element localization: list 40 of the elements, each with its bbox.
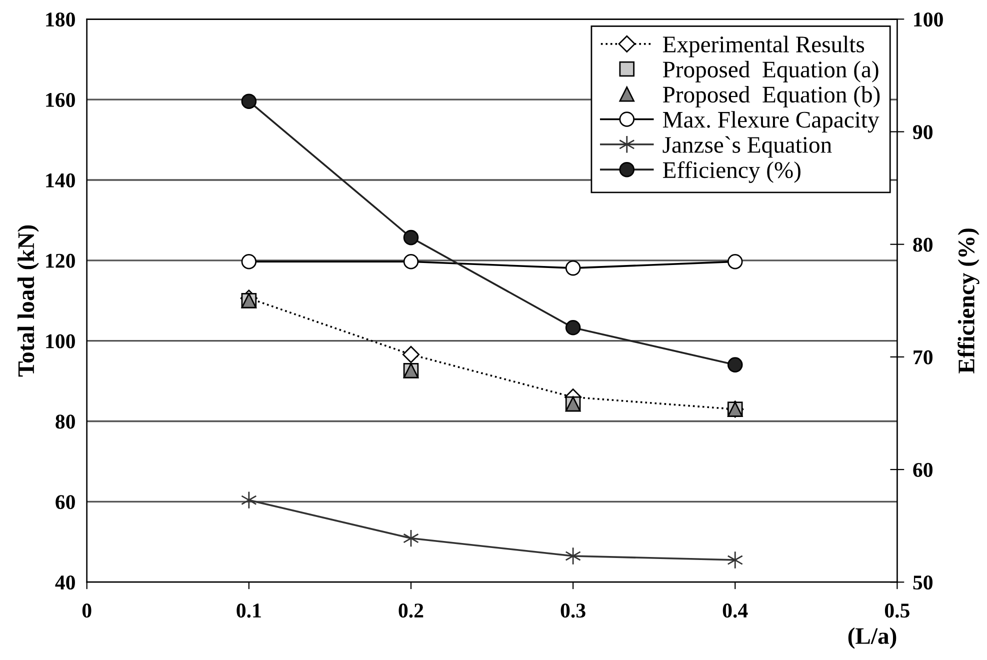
y2-axis-title: Efficiency (%) [958, 228, 980, 374]
legend-label: Experimental Results [662, 36, 864, 58]
y-tick-label: 140 [46, 173, 75, 188]
point [565, 320, 581, 336]
point [727, 254, 743, 270]
x-tick-label: 0.4 [722, 604, 748, 618]
legend-label: Max. Flexure Capacity [662, 111, 880, 133]
y-tick-label: 80 [56, 414, 75, 429]
point [403, 254, 419, 270]
point [241, 94, 257, 109]
y2-tick-label: 70 [914, 350, 932, 364]
point [727, 357, 743, 372]
y2-tick-label: 50 [913, 575, 932, 590]
point [403, 230, 419, 246]
point [727, 550, 744, 570]
y-tick-label: 120 [46, 254, 75, 268]
y-tick-label: 160 [46, 92, 75, 107]
y2-tick-label: 60 [913, 462, 932, 477]
legend-label: Proposed Equation (b) [662, 86, 880, 108]
y-tick-label: 180 [46, 12, 75, 27]
x-tick-label: 0.1 [236, 604, 261, 618]
legend-label: Proposed Equation (a) [662, 60, 878, 82]
x-tick-label: 0.3 [560, 604, 586, 618]
point [402, 346, 420, 364]
x-tick-label: 0.5 [884, 604, 910, 618]
y-tick-label: 100 [46, 334, 75, 348]
x-axis-title: (L/a) [848, 627, 896, 649]
point [241, 491, 257, 510]
y-tick-label: 60 [56, 495, 75, 510]
point [565, 260, 581, 276]
legend-label: Janzse`s Equation [662, 136, 832, 158]
legend-label: Efficiency (%) [662, 161, 800, 183]
y2-tick-label: 80 [913, 238, 932, 252]
x-tick-label: 0 [82, 604, 92, 618]
x-tick-label: 0.2 [398, 604, 424, 618]
y-tick-label: 40 [55, 575, 75, 590]
y2-tick-label: 100 [914, 12, 943, 27]
y-axis-title: Total load (kN) [18, 225, 39, 377]
y2-tick-label: 90 [913, 125, 932, 140]
point [241, 254, 257, 270]
